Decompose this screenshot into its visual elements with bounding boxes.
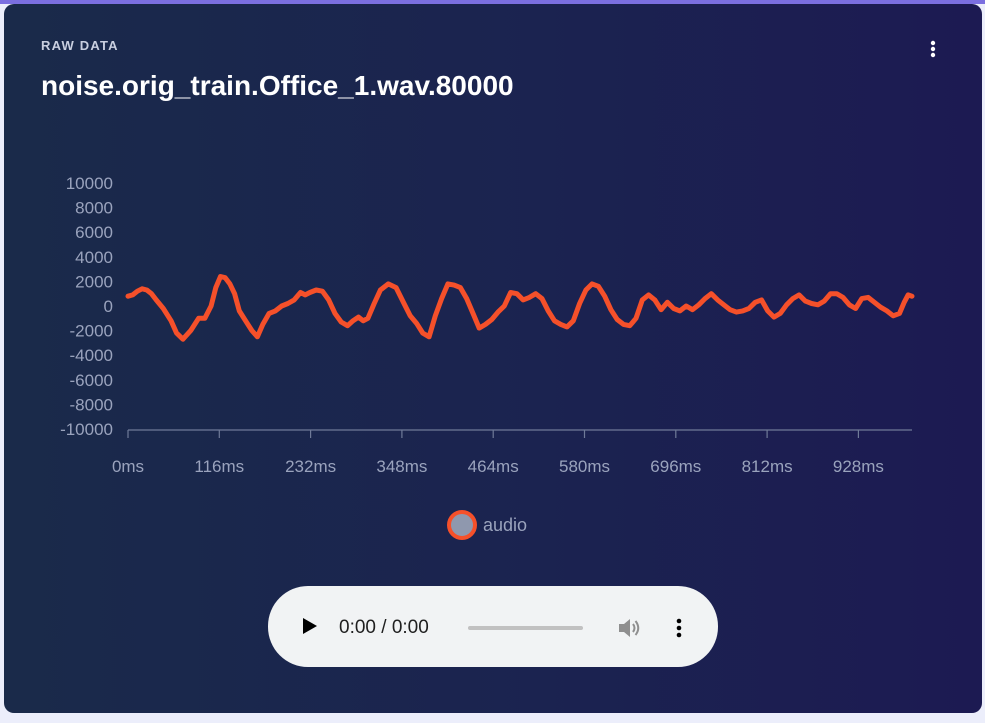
x-tick-label: 348ms: [376, 457, 427, 476]
card-menu-button[interactable]: [921, 36, 945, 62]
y-tick-label: -8000: [70, 395, 113, 414]
seek-bar[interactable]: [468, 626, 583, 630]
legend-marker[interactable]: [447, 510, 477, 540]
x-tick-label: 812ms: [742, 457, 793, 476]
x-tick-label: 696ms: [650, 457, 701, 476]
y-tick-label: -4000: [70, 346, 113, 365]
x-tick-label: 0ms: [112, 457, 144, 476]
y-tick-label: 8000: [75, 199, 113, 218]
player-more-button[interactable]: [668, 614, 690, 642]
y-tick-label: 0: [104, 297, 113, 316]
vertical-dots-icon: [930, 40, 936, 58]
x-tick-label: 464ms: [468, 457, 519, 476]
y-tick-label: -6000: [70, 371, 113, 390]
audio-player: 0:00 / 0:00: [268, 586, 718, 667]
raw-data-card: RAW DATA noise.orig_train.Office_1.wav.8…: [4, 4, 982, 713]
x-tick-label: 580ms: [559, 457, 610, 476]
x-tick-label: 928ms: [833, 457, 884, 476]
y-tick-label: 4000: [75, 248, 113, 267]
x-tick-label: 116ms: [194, 457, 244, 476]
y-tick-label: 6000: [75, 223, 113, 242]
y-tick-label: 10000: [66, 174, 113, 193]
y-tick-label: -10000: [60, 420, 113, 439]
top-accent-bar: [0, 0, 985, 4]
play-button[interactable]: [296, 612, 324, 640]
y-tick-label: -2000: [70, 322, 113, 341]
audio-series-line: [125, 274, 915, 342]
x-axis: 0ms 116ms 232ms 348ms 464ms 580ms 696ms 812ms 92…: [112, 429, 912, 476]
y-axis-ticks: 10000 8000 6000 4000 2000 0 -2000 -4000 -6000 -80…: [60, 174, 113, 439]
volume-button[interactable]: [616, 616, 644, 640]
chart-legend[interactable]: audio: [447, 510, 527, 540]
vertical-dots-icon: [676, 618, 682, 638]
sample-title: noise.orig_train.Office_1.wav.80000: [41, 70, 514, 101]
y-tick-label: 2000: [75, 272, 113, 291]
playback-time: 0:00 / 0:00: [339, 617, 429, 638]
legend-label[interactable]: audio: [483, 515, 527, 535]
x-tick-label: 232ms: [285, 457, 336, 476]
section-eyebrow: RAW DATA: [41, 38, 119, 53]
play-icon: [303, 618, 317, 634]
audio-waveform-chart: 10000 8000 6000 4000 2000 0 -2000 -4000 -6000 -80…: [60, 174, 915, 540]
volume-icon: [619, 619, 640, 637]
